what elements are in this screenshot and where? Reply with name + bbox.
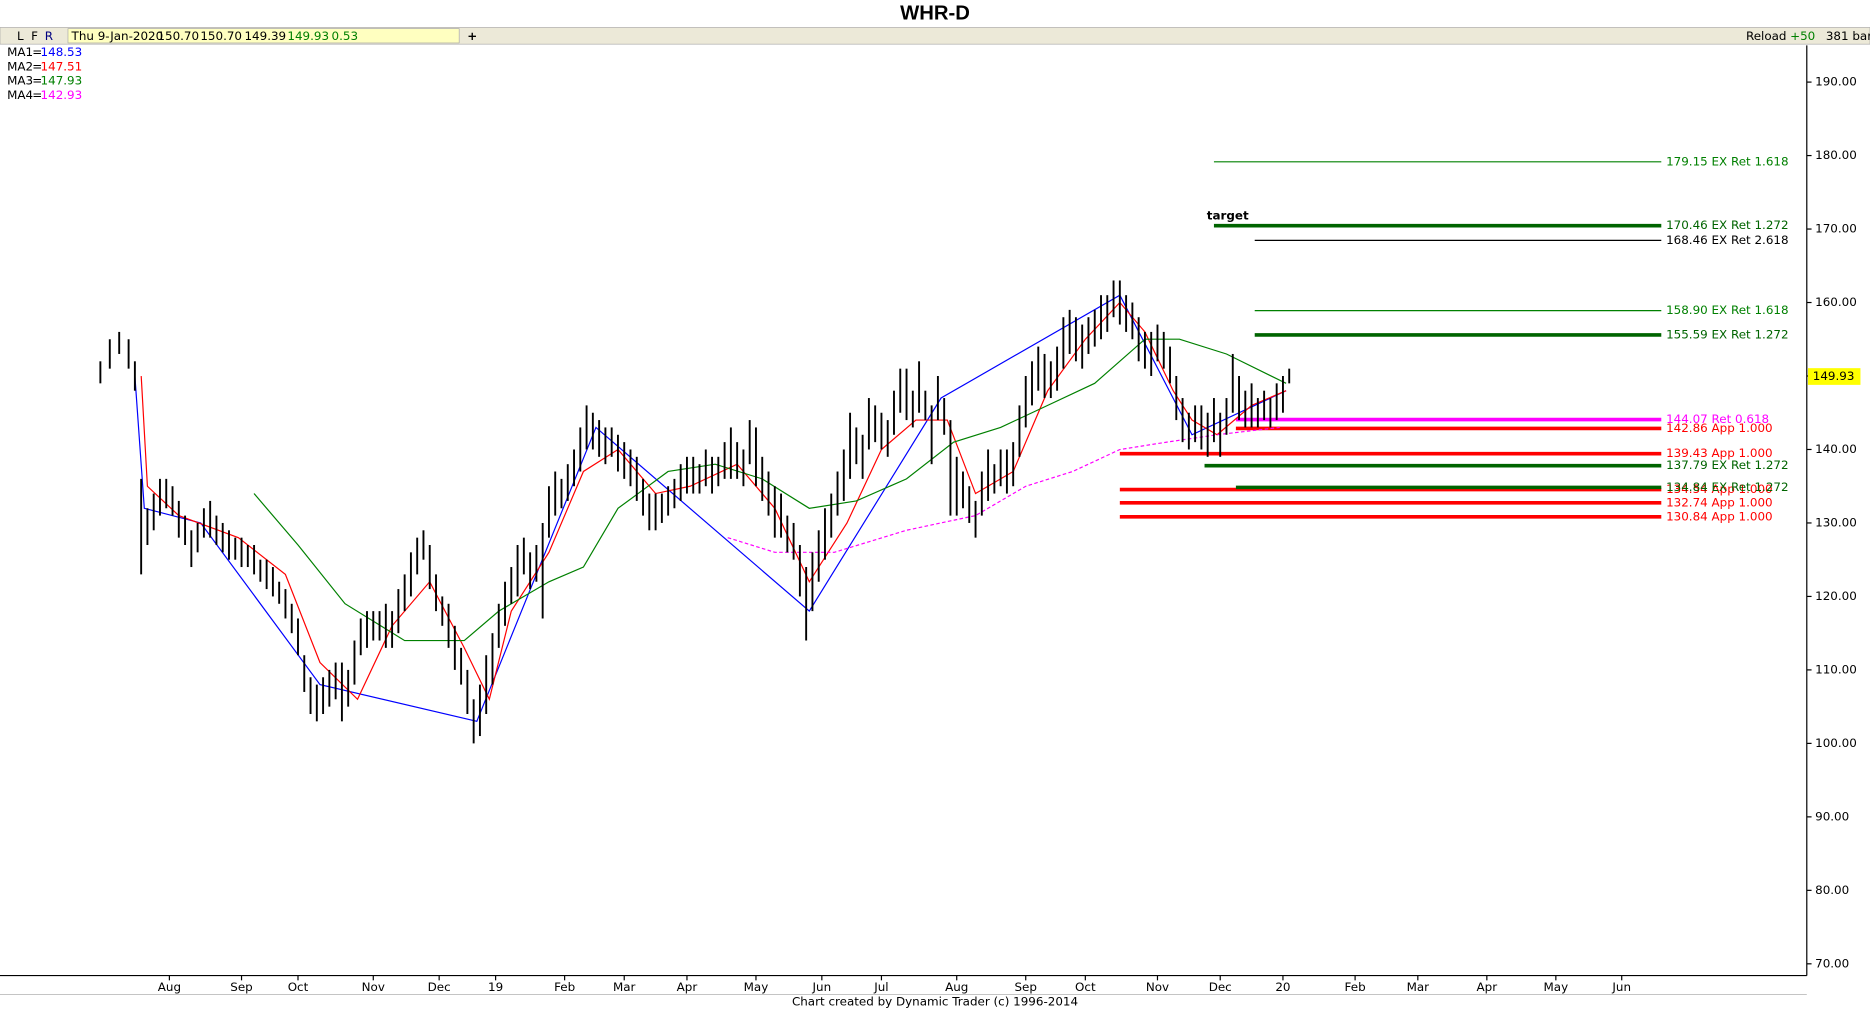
level-label: 144.07 Ret 0.618 — [1666, 412, 1769, 426]
x-tick-label: Mar — [613, 980, 636, 994]
legend-separator: = — [32, 88, 42, 102]
level-label: 168.46 EX Ret 2.618 — [1666, 233, 1789, 247]
level-label: 142.86 App 1.000 — [1666, 421, 1773, 435]
y-tick-label: 80.00 — [1815, 883, 1849, 897]
y-tick-label: 120.00 — [1815, 589, 1857, 603]
legend-value: 147.51 — [41, 59, 83, 73]
legend-name: MA4 — [7, 88, 33, 102]
x-tick-label: Mar — [1407, 980, 1430, 994]
toolbar — [0, 27, 1870, 45]
info-close: 149.93 — [287, 29, 329, 43]
y-tick-label: 140.00 — [1815, 442, 1857, 456]
chart-title: WHR-D — [900, 3, 970, 25]
x-tick-label: 20 — [1275, 980, 1290, 994]
legend-name: MA3 — [7, 74, 33, 88]
info-open: 150.70 — [157, 29, 199, 43]
level-label: 137.79 EX Ret 1.272 — [1666, 458, 1789, 472]
x-tick-label: Oct — [1075, 980, 1096, 994]
reload-button[interactable]: Reload — [1746, 29, 1787, 43]
info-date: Thu 9-Jan-2020 — [71, 29, 164, 43]
legend-value: 142.93 — [41, 88, 83, 102]
info-change: 0.53 — [332, 29, 359, 43]
legend-name: MA2 — [7, 59, 33, 73]
ma-line — [134, 294, 1287, 723]
level-label: 134.54 App 1.000 — [1666, 482, 1773, 496]
step-button[interactable]: +50 — [1790, 29, 1815, 43]
x-tick-label: Oct — [288, 980, 309, 994]
x-tick-label: Jul — [873, 980, 888, 994]
level-label: 139.43 App 1.000 — [1666, 446, 1773, 460]
y-tick-label: 110.00 — [1815, 662, 1857, 676]
price-tag — [1807, 368, 1861, 385]
y-tick-label: 70.00 — [1815, 956, 1849, 970]
x-tick-label: Feb — [554, 980, 575, 994]
x-tick-label: Aug — [158, 980, 181, 994]
x-tick-label: Dec — [428, 980, 451, 994]
level-label: 158.90 EX Ret 1.618 — [1666, 303, 1789, 317]
x-tick-label: Sep — [230, 980, 252, 994]
x-tick-label: 19 — [488, 980, 503, 994]
level-label: 179.15 EX Ret 1.618 — [1666, 154, 1789, 168]
x-tick-label: Nov — [362, 980, 385, 994]
x-tick-label: Feb — [1345, 980, 1366, 994]
x-tick-label: Sep — [1015, 980, 1037, 994]
toolbar-button[interactable]: F — [31, 29, 38, 43]
legend-separator: = — [32, 45, 42, 59]
level-label: 170.46 EX Ret 1.272 — [1666, 218, 1789, 232]
x-tick-label: May — [1544, 980, 1569, 994]
x-tick-label: Jun — [812, 980, 832, 994]
info-box — [67, 28, 460, 44]
x-tick-label: Apr — [1477, 980, 1498, 994]
y-tick-label: 160.00 — [1815, 295, 1857, 309]
info-high: 150.70 — [200, 29, 242, 43]
y-tick-label: 100.00 — [1815, 736, 1857, 750]
legend-separator: = — [32, 59, 42, 73]
level-label: 134.84 EX Ret 1.272 — [1666, 480, 1789, 494]
annotation: target — [1207, 209, 1249, 223]
x-tick-label: Aug — [945, 980, 968, 994]
x-tick-label: Dec — [1209, 980, 1232, 994]
legend-name: MA1 — [7, 45, 33, 59]
y-tick-label: 170.00 — [1815, 222, 1857, 236]
legend-value: 147.93 — [41, 74, 83, 88]
x-tick-label: Jun — [1611, 980, 1631, 994]
x-tick-label: Apr — [677, 980, 698, 994]
info-low: 149.39 — [244, 29, 286, 43]
x-tick-label: May — [744, 980, 769, 994]
level-label: 130.84 App 1.000 — [1666, 509, 1773, 523]
legend-value: 148.53 — [41, 45, 83, 59]
toolbar-button[interactable]: R — [45, 29, 53, 43]
y-tick-label: 190.00 — [1815, 75, 1857, 89]
bar-count: 381 bars — [1826, 29, 1870, 43]
level-label: 132.74 App 1.000 — [1666, 495, 1773, 509]
y-tick-label: 90.00 — [1815, 809, 1849, 823]
y-tick-label: 180.00 — [1815, 148, 1857, 162]
level-label: 155.59 EX Ret 1.272 — [1666, 327, 1789, 341]
y-tick-label: 130.00 — [1815, 515, 1857, 529]
x-tick-label: Nov — [1146, 980, 1169, 994]
legend-separator: = — [32, 74, 42, 88]
ma-line — [727, 426, 1280, 553]
toolbar-button[interactable]: L — [17, 29, 24, 43]
footer: Chart created by Dynamic Trader (c) 1996… — [792, 994, 1078, 1008]
price-tag-label: 149.93 — [1813, 369, 1855, 383]
add-button[interactable]: + — [467, 29, 477, 43]
